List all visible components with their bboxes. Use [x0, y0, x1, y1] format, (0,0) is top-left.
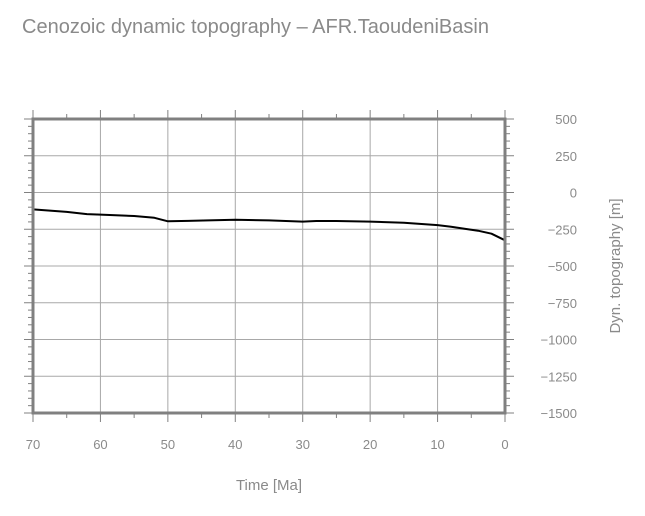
x-tick-labels: 70 60 50 40 30 20 10 0: [26, 437, 509, 452]
y-tick-label: 0: [570, 186, 577, 201]
plot-frame: [31, 117, 507, 415]
x-tick-label: 50: [161, 437, 175, 452]
grid: [32, 118, 506, 414]
y-tick-label: −750: [548, 296, 577, 311]
y-axis-label: Dyn. topography [m]: [607, 198, 624, 333]
x-tick-label: 0: [501, 437, 508, 452]
y-tick-labels: 500 250 0 −250 −500 −750 −1000 −1250 −1500: [540, 112, 577, 421]
x-tick-label: 30: [295, 437, 309, 452]
chart-title: Cenozoic dynamic topography – AFR.Taoude…: [22, 16, 489, 38]
x-tick-label: 10: [430, 437, 444, 452]
y-tick-label: 500: [555, 112, 577, 127]
y-tick-label: −1500: [540, 406, 577, 421]
y-tick-label: 250: [555, 149, 577, 164]
series-layer: [32, 208, 506, 242]
x-tick-label: 60: [93, 437, 107, 452]
x-tick-label: 70: [26, 437, 40, 452]
y-tick-label: −1000: [540, 333, 577, 348]
x-tick-label: 40: [228, 437, 242, 452]
x-tick-label: 20: [363, 437, 377, 452]
series-line: [32, 208, 506, 242]
y-tick-label: −250: [548, 222, 577, 237]
y-tick-label: −500: [548, 259, 577, 274]
y-tick-label: −1250: [540, 369, 577, 384]
x-axis-label: Time [Ma]: [236, 477, 302, 494]
